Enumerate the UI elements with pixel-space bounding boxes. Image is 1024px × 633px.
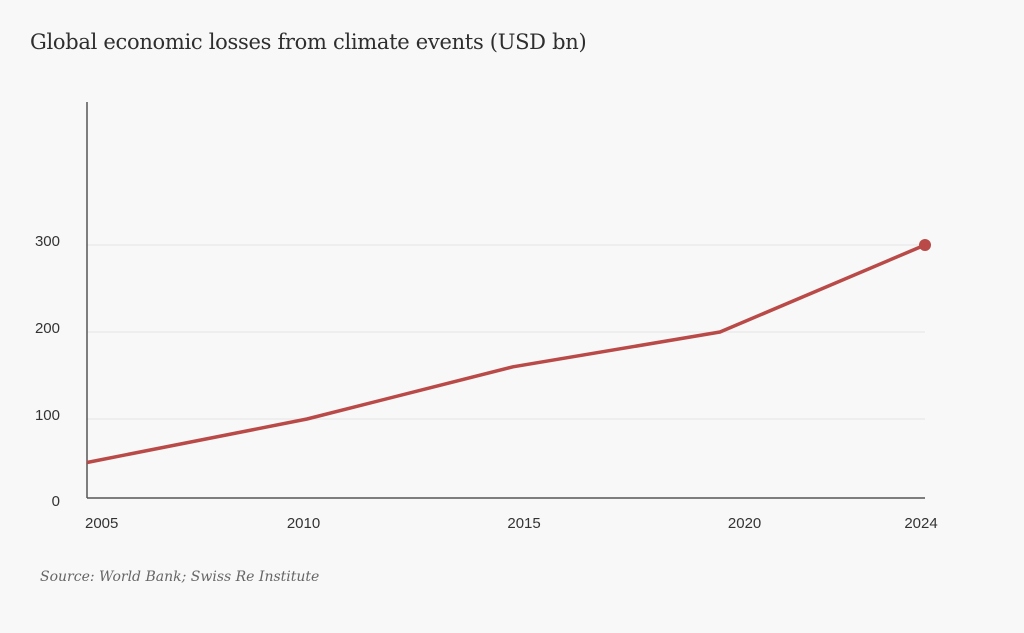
x-tick-label: 2010 [287,515,320,532]
chart-title: Global economic losses from climate even… [30,30,587,54]
y-tick-label: 0 [52,493,60,510]
x-tick-label: 2024 [904,515,937,532]
y-tick-label: 200 [35,320,60,337]
y-tick-label: 300 [35,233,60,250]
source-note: Source: World Bank; Swiss Re Institute [40,569,320,585]
x-tick-label: 2005 [85,515,118,532]
gridlines [87,244,925,420]
x-tick-label: 2020 [728,515,761,532]
y-tick-label: 100 [35,407,60,424]
end-point-marker [919,239,931,251]
series-line [86,243,926,465]
series-group [86,239,931,465]
x-axis-ticks: 2005 2010 2015 2020 2024 [85,515,938,532]
y-axis-ticks: 0 100 200 300 [35,233,60,510]
x-tick-label: 2015 [507,515,540,532]
